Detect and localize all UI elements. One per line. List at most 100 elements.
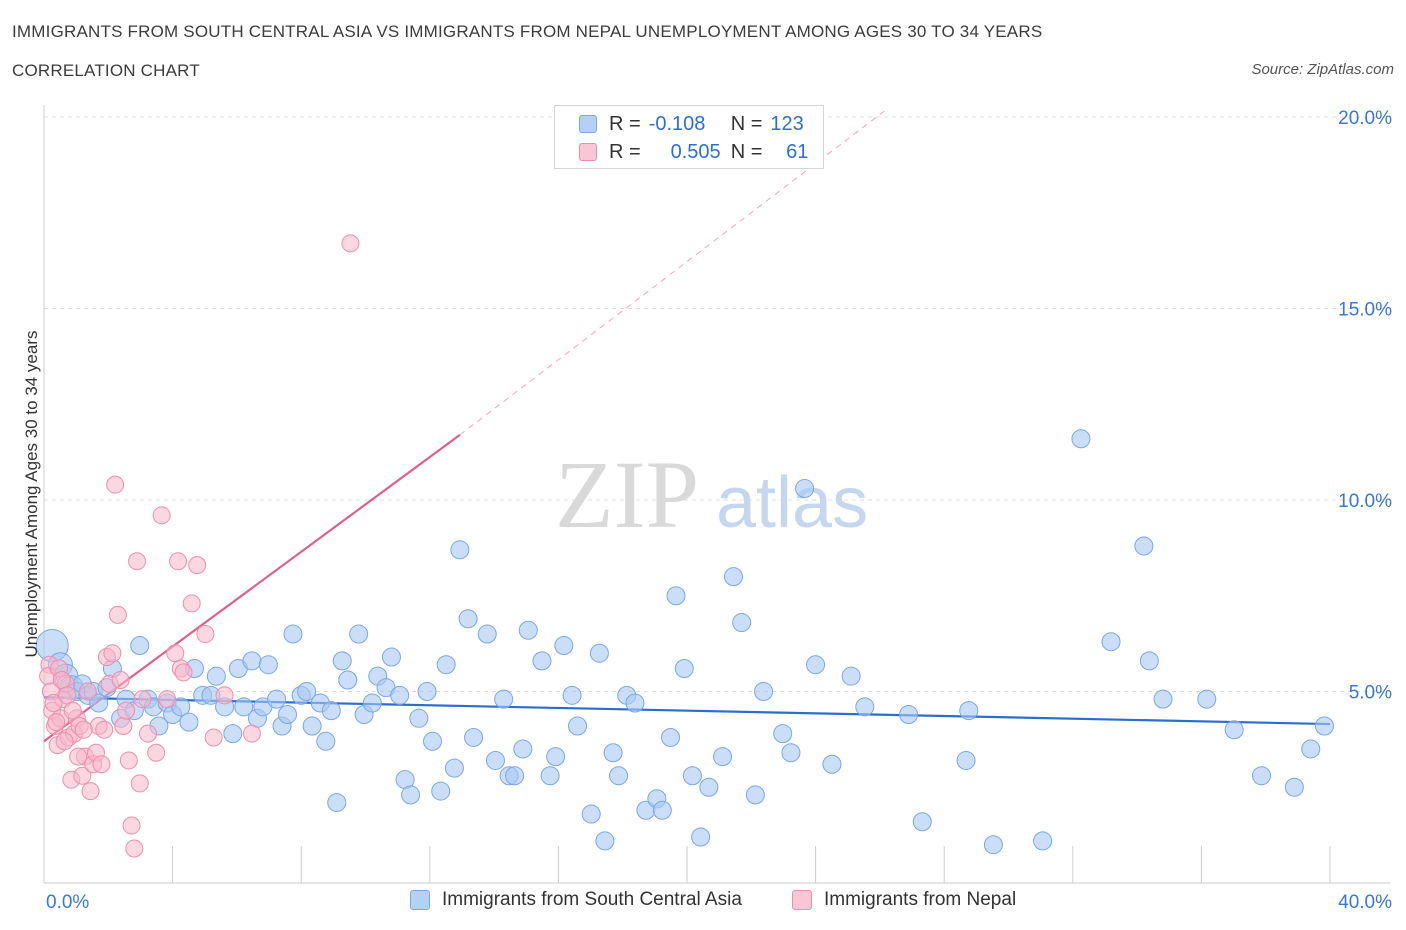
data-point-nepal — [182, 594, 201, 613]
data-point-south-central-asia — [436, 655, 456, 675]
legend-n-value: 61 — [786, 140, 809, 163]
data-point-south-central-asia — [130, 636, 150, 656]
tick-labels: 5.0% 10.0% 15.0% 20.0% 0.0% 40.0% — [46, 108, 1392, 913]
data-point-south-central-asia — [1224, 720, 1244, 740]
data-point-south-central-asia — [223, 724, 243, 744]
data-point-south-central-asia — [267, 689, 287, 709]
data-point-nepal — [69, 747, 88, 766]
data-point-nepal — [147, 743, 166, 762]
data-point-nepal — [130, 774, 149, 793]
data-point-nepal — [117, 701, 136, 720]
data-point-south-central-asia — [589, 643, 609, 663]
data-point-south-central-asia — [661, 727, 681, 747]
data-point-south-central-asia — [417, 682, 437, 701]
data-point-south-central-asia — [568, 716, 588, 736]
data-point-nepal — [152, 506, 171, 525]
data-point-south-central-asia — [431, 781, 451, 801]
data-point-south-central-asia — [332, 651, 352, 671]
watermark: ZIP atlas — [555, 441, 868, 548]
data-point-south-central-asia — [494, 689, 514, 709]
data-point-nepal — [128, 552, 147, 571]
data-point-nepal — [63, 701, 82, 720]
data-point-nepal — [108, 605, 127, 624]
watermark-atlas: atlas — [716, 463, 868, 543]
legend-n-label: N = — [730, 112, 763, 135]
data-point-south-central-asia — [795, 479, 815, 499]
data-point-south-central-asia — [1033, 831, 1053, 851]
data-point-south-central-asia — [983, 835, 1003, 855]
data-point-south-central-asia — [554, 636, 574, 656]
data-point-south-central-asia — [754, 682, 774, 701]
data-point-nepal — [111, 671, 130, 690]
data-point-south-central-asia — [409, 708, 429, 728]
data-point-south-central-asia — [781, 743, 801, 763]
data-point-south-central-asia — [477, 624, 497, 644]
y-tick-label: 10.0% — [1338, 491, 1392, 512]
data-point-nepal — [133, 690, 152, 709]
data-point-nepal — [196, 625, 215, 644]
bottom-legend-label: Immigrants from Nepal — [824, 889, 1017, 910]
trend-lines — [43, 108, 1331, 743]
data-point-south-central-asia — [1134, 536, 1154, 556]
data-point-south-central-asia — [1153, 689, 1173, 709]
data-point-south-central-asia — [464, 727, 484, 747]
data-point-south-central-asia — [1301, 739, 1321, 759]
grid-lines — [44, 116, 1390, 692]
trend-line-nepal-extension — [459, 108, 887, 436]
data-point-south-central-asia — [581, 804, 601, 824]
data-point-nepal — [73, 766, 92, 785]
data-point-nepal — [174, 663, 193, 682]
data-point-south-central-asia — [513, 739, 533, 759]
data-point-south-central-asia — [349, 624, 369, 644]
series-south-central-asia — [35, 429, 1334, 855]
data-point-nepal — [55, 732, 74, 751]
legend-r-value: 0.505 — [670, 140, 721, 163]
data-point-south-central-asia — [609, 766, 629, 786]
data-point-south-central-asia — [1314, 716, 1334, 736]
axes — [43, 105, 1390, 884]
data-point-south-central-asia — [652, 800, 672, 820]
data-point-south-central-asia — [899, 704, 919, 724]
data-point-south-central-asia — [258, 655, 278, 675]
data-point-south-central-asia — [773, 724, 793, 744]
y-tick-label: 20.0% — [1338, 108, 1392, 129]
data-point-nepal — [74, 720, 93, 739]
legend-row-south-central-asia: R = -0.108 N = 123 — [579, 111, 804, 137]
data-point-south-central-asia — [595, 831, 615, 851]
data-point-south-central-asia — [518, 620, 538, 640]
data-point-south-central-asia — [691, 827, 711, 847]
data-point-south-central-asia — [1252, 766, 1272, 786]
data-point-nepal — [81, 782, 100, 801]
data-point-south-central-asia — [89, 693, 109, 713]
data-point-nepal — [114, 716, 133, 735]
series-nepal — [39, 234, 360, 858]
data-point-south-central-asia — [674, 659, 694, 679]
data-point-south-central-asia — [732, 613, 752, 633]
data-point-south-central-asia — [316, 731, 336, 751]
data-point-south-central-asia — [1101, 632, 1121, 652]
data-point-south-central-asia — [444, 758, 464, 778]
data-point-south-central-asia — [603, 743, 623, 763]
data-point-nepal — [58, 686, 77, 705]
data-point-nepal — [242, 724, 261, 743]
data-point-south-central-asia — [302, 716, 322, 736]
data-point-south-central-asia — [822, 754, 842, 774]
data-point-nepal — [341, 234, 360, 253]
bottom-legend-swatch-pink — [792, 890, 812, 910]
data-point-nepal — [166, 644, 185, 663]
y-tick-label: 15.0% — [1338, 300, 1392, 321]
data-point-south-central-asia — [458, 609, 478, 629]
data-point-south-central-asia — [1071, 429, 1091, 449]
data-point-south-central-asia — [1284, 777, 1304, 797]
data-point-nepal — [92, 755, 111, 774]
data-point-south-central-asia — [505, 766, 525, 786]
y-axis-label: Unemployment Among Ages 30 to 34 years — [22, 331, 41, 658]
data-point-nepal — [119, 751, 138, 770]
data-point-nepal — [95, 720, 114, 739]
data-point-south-central-asia — [321, 701, 341, 721]
bottom-legend-nepal: Immigrants from Nepal — [792, 889, 1016, 911]
data-point-south-central-asia — [532, 651, 552, 671]
data-point-nepal — [169, 552, 188, 571]
data-point-south-central-asia — [362, 693, 382, 713]
